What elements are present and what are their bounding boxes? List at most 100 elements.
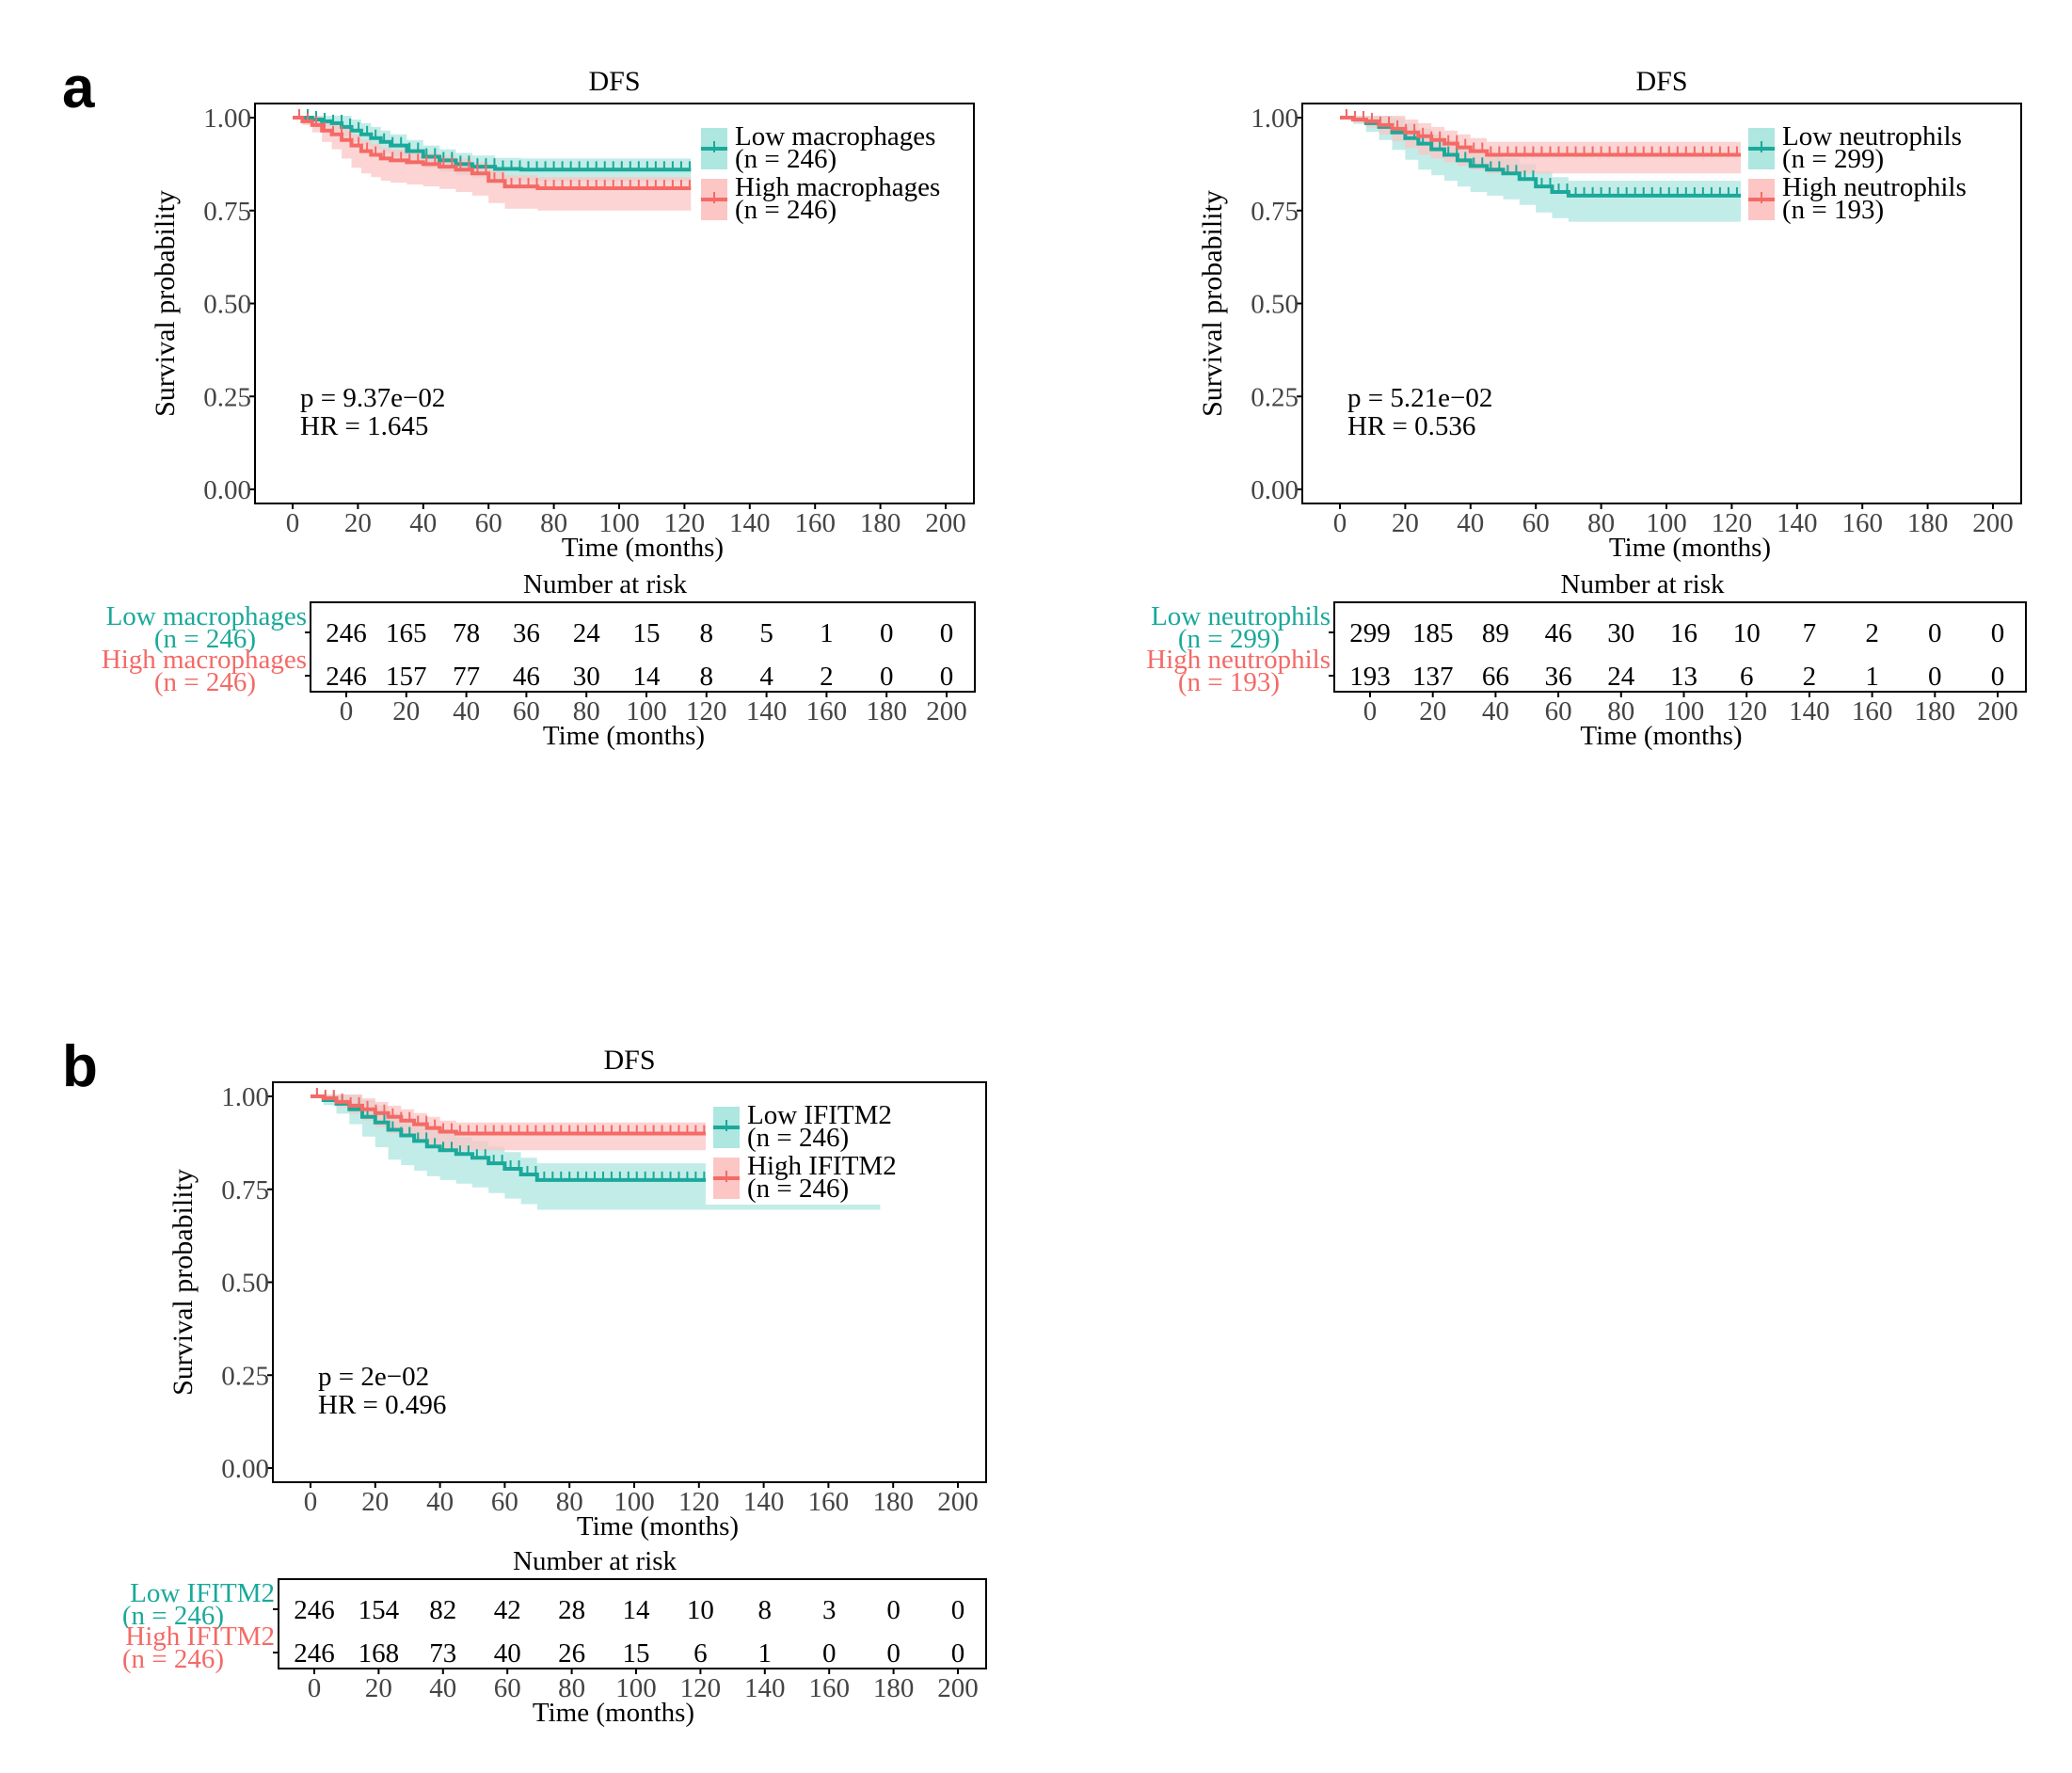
x-tick-label: 80 xyxy=(1587,508,1615,538)
x-tick-label: 0 xyxy=(304,1487,318,1517)
x-tick-label: 140 xyxy=(729,508,771,538)
x-axis-label: Time (months) xyxy=(577,1511,739,1541)
panel-label-b: b xyxy=(62,1034,98,1099)
risk-x-tick-label: 20 xyxy=(1419,696,1446,727)
risk-value: 4 xyxy=(759,662,773,692)
x-tick-label: 180 xyxy=(860,508,901,538)
risk-x-tick-label: 200 xyxy=(937,1673,979,1703)
risk-x-tick-label: 20 xyxy=(392,696,420,727)
x-tick-label: 200 xyxy=(925,508,966,538)
y-tick-label: 0.50 xyxy=(221,1269,269,1299)
risk-value: 246 xyxy=(326,662,367,692)
risk-table-x-label: Time (months) xyxy=(533,1698,694,1728)
risk-value: 73 xyxy=(429,1638,456,1669)
risk-table-border xyxy=(310,601,976,693)
risk-value: 36 xyxy=(513,618,540,648)
risk-value: 1 xyxy=(1865,662,1879,692)
y-tick-label: 0.75 xyxy=(203,197,251,227)
x-tick-label: 20 xyxy=(1392,508,1419,538)
x-tick-label: 200 xyxy=(1972,508,2014,538)
risk-value: 24 xyxy=(1607,662,1635,692)
risk-value: 299 xyxy=(1349,618,1391,648)
risk-value: 0 xyxy=(951,1638,965,1669)
risk-value: 14 xyxy=(633,662,661,692)
risk-value: 8 xyxy=(758,1595,773,1625)
risk-value: 168 xyxy=(359,1638,400,1669)
legend-label: Low IFITM2 xyxy=(747,1100,892,1130)
stat-annotation: HR = 0.536 xyxy=(1347,411,1475,441)
risk-x-tick-label: 40 xyxy=(429,1673,456,1703)
risk-x-tick-label: 100 xyxy=(615,1673,657,1703)
risk-table-title: Number at risk xyxy=(1561,569,1725,599)
risk-x-tick-label: 120 xyxy=(680,1673,722,1703)
legend-background xyxy=(1741,120,2002,226)
risk-value: 14 xyxy=(623,1595,651,1625)
x-tick-label: 140 xyxy=(1777,508,1818,538)
risk-x-tick-label: 160 xyxy=(806,696,848,727)
risk-x-tick-label: 160 xyxy=(1852,696,1893,727)
risk-x-tick-label: 120 xyxy=(1726,696,1767,727)
x-tick-label: 40 xyxy=(1457,508,1484,538)
risk-value: 6 xyxy=(693,1638,708,1669)
risk-value: 30 xyxy=(1607,618,1634,648)
risk-table-title: Number at risk xyxy=(523,569,687,599)
y-axis-label: Survival probability xyxy=(1197,190,1228,417)
x-tick-label: 160 xyxy=(1841,508,1883,538)
survival-curve-1 xyxy=(311,1094,748,1182)
risk-value: 0 xyxy=(940,618,954,648)
confidence-band-1 xyxy=(293,116,692,182)
x-tick-label: 120 xyxy=(678,1487,720,1517)
y-tick-label: 0.25 xyxy=(1251,382,1299,412)
stat-annotation: p = 5.21e−02 xyxy=(1347,383,1492,413)
legend-label: Low neutrophils xyxy=(1782,121,1962,152)
x-tick-label: 140 xyxy=(743,1487,785,1517)
x-tick-label: 0 xyxy=(1333,508,1347,538)
risk-value: 157 xyxy=(386,662,427,692)
risk-x-tick-label: 40 xyxy=(1482,696,1509,727)
risk-x-tick-label: 80 xyxy=(558,1673,585,1703)
y-tick-label: 0.00 xyxy=(221,1454,269,1484)
legend-label: Low macrophages xyxy=(735,121,935,152)
risk-value: 66 xyxy=(1482,662,1509,692)
risk-value: 185 xyxy=(1412,618,1454,648)
risk-value: 2 xyxy=(1803,662,1817,692)
censor-marks-2 xyxy=(297,109,691,190)
risk-value: 0 xyxy=(886,1638,901,1669)
x-tick-label: 180 xyxy=(1907,508,1949,538)
risk-row-label: High IFITM2 xyxy=(125,1621,275,1652)
x-tick-label: 200 xyxy=(937,1487,979,1517)
risk-value: 15 xyxy=(623,1638,650,1669)
confidence-band-2 xyxy=(1340,116,1752,174)
x-tick-label: 40 xyxy=(426,1487,454,1517)
x-tick-label: 20 xyxy=(361,1487,389,1517)
risk-value: 0 xyxy=(951,1595,965,1625)
risk-value: 40 xyxy=(494,1638,521,1669)
legend-label: (n = 246) xyxy=(747,1123,849,1153)
risk-value: 16 xyxy=(1670,618,1697,648)
risk-value: 30 xyxy=(573,662,600,692)
y-tick-label: 0.25 xyxy=(203,382,251,412)
risk-value: 0 xyxy=(1991,618,2005,648)
risk-value: 1 xyxy=(758,1638,773,1669)
legend-background xyxy=(693,120,955,226)
x-tick-label: 100 xyxy=(614,1487,655,1517)
survival-curve-2 xyxy=(293,116,692,190)
x-tick-label: 80 xyxy=(540,508,567,538)
y-tick-label: 1.00 xyxy=(1251,104,1299,134)
y-tick-label: 0.50 xyxy=(203,290,251,320)
risk-value: 77 xyxy=(453,662,480,692)
stat-annotation: HR = 0.496 xyxy=(318,1390,446,1420)
risk-row-label: Low macrophages xyxy=(106,601,307,631)
legend-label: (n = 193) xyxy=(1782,195,1884,225)
y-tick-label: 0.00 xyxy=(203,475,251,505)
risk-table-x-label: Time (months) xyxy=(1580,721,1742,751)
legend-label: (n = 246) xyxy=(735,144,837,174)
risk-x-tick-label: 100 xyxy=(626,696,667,727)
risk-value: 246 xyxy=(294,1638,335,1669)
x-axis-label: Time (months) xyxy=(1609,533,1771,563)
risk-value: 24 xyxy=(573,618,601,648)
risk-value: 5 xyxy=(759,618,773,648)
risk-value: 2 xyxy=(1865,618,1879,648)
